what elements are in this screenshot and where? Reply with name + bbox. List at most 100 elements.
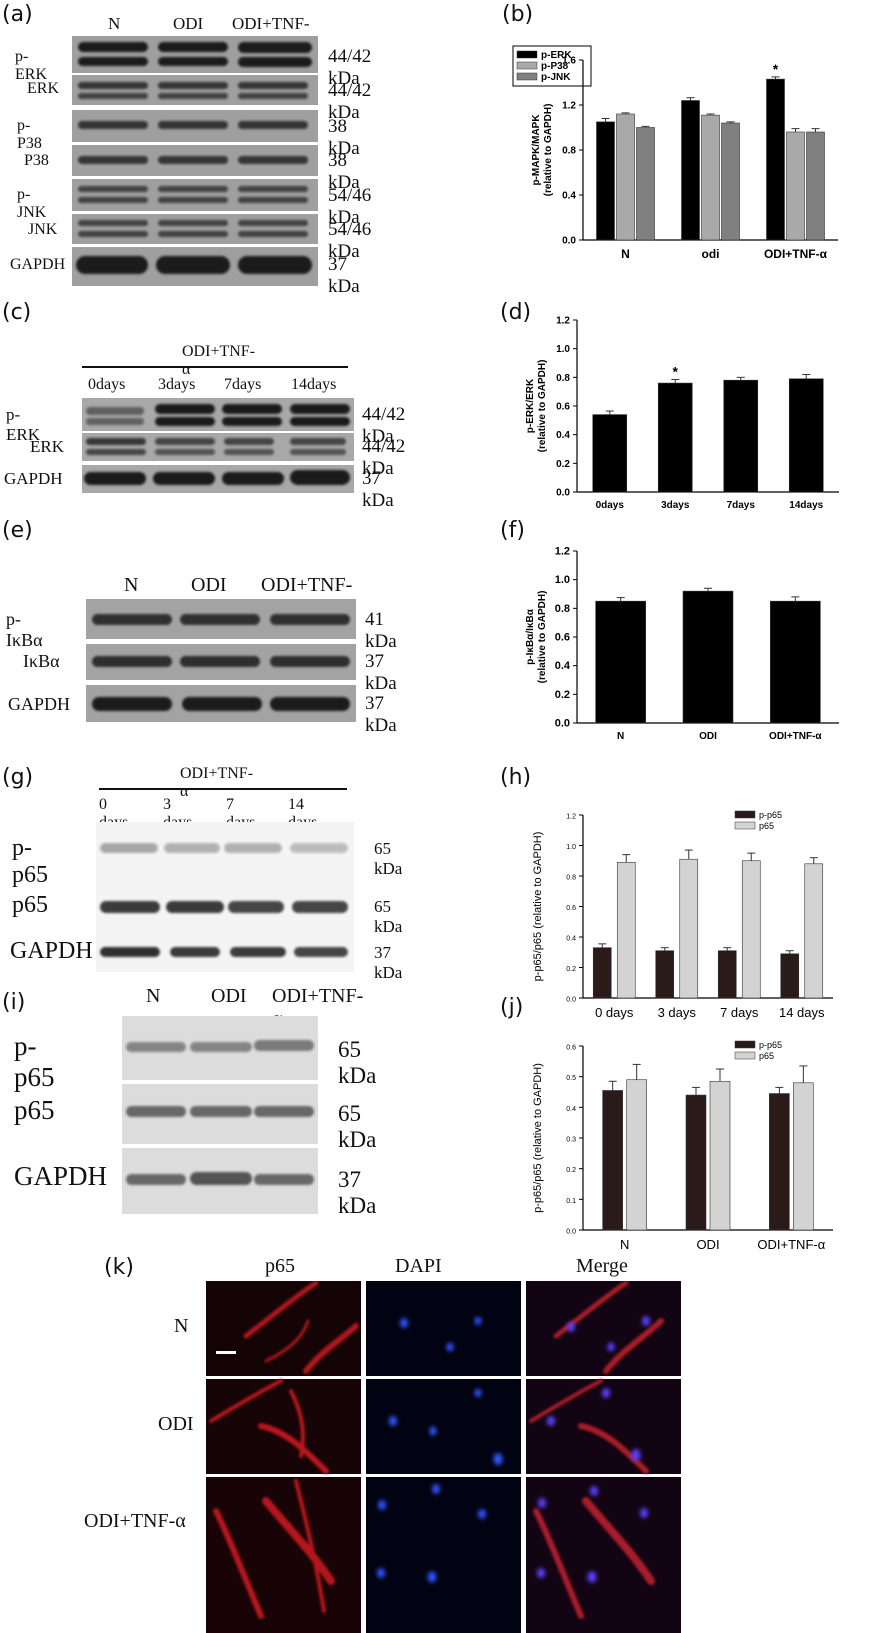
kda-label: 65 kDa	[374, 897, 403, 936]
kda-label: 41 kDa	[365, 609, 397, 652]
y-tick-label: 0.0	[555, 718, 570, 730]
column-label: p65	[265, 1255, 295, 1277]
legend-swatch	[516, 72, 538, 81]
row-label: p-JNK	[17, 186, 47, 221]
bar	[780, 953, 800, 999]
x-tick-label: 3 days	[658, 1005, 697, 1020]
y-tick-label: 0.8	[562, 146, 576, 157]
kda-label: 65 kDa	[338, 1037, 377, 1088]
lane-label: 14days	[291, 376, 337, 393]
bar	[595, 600, 646, 724]
x-tick-label: ODI+TNF-α	[769, 731, 822, 742]
panel-label-e: (e)	[2, 518, 33, 543]
panel-label-k: (k)	[104, 1255, 134, 1280]
panel-label-f: (f)	[500, 518, 525, 543]
row-label: ERK	[30, 437, 64, 456]
y-axis-label: p-ERK/ERK(relative to GAPDH)	[525, 360, 548, 453]
row-label: GAPDH	[14, 1161, 108, 1191]
bar	[709, 1080, 731, 1231]
y-tick-label: 1.0	[556, 344, 570, 355]
row-label: GAPDH	[8, 694, 71, 714]
blot-strip	[72, 214, 318, 244]
x-tick-label: ODI	[696, 1237, 719, 1252]
y-tick-label: 0.6	[566, 1045, 576, 1052]
legend-label: p-p65	[759, 810, 782, 820]
panel-label-g: (g)	[2, 765, 34, 790]
bar	[804, 863, 824, 999]
legend-box	[512, 45, 592, 87]
y-tick-label: 1.2	[556, 316, 570, 327]
x-tick-label: 3days	[661, 500, 690, 511]
bar	[682, 590, 734, 724]
row-label: p65	[12, 892, 48, 918]
x-tick-label: N	[617, 731, 624, 742]
legend-swatch	[516, 50, 538, 59]
kda-label: 65 kDa	[374, 839, 403, 878]
legend-label: p65	[759, 1051, 774, 1061]
lane-label: 3days	[158, 376, 196, 393]
y-tick-label: 0.8	[556, 373, 570, 384]
y-tick-label: 0.0	[566, 997, 576, 1004]
bar	[626, 1079, 647, 1231]
y-tick-label: 0.4	[555, 660, 571, 672]
group-bracket	[99, 788, 347, 790]
group-label: ODI+TNF-α	[182, 343, 256, 378]
x-tick-label: 7days	[727, 500, 756, 511]
kda-label: 44/42 kDa	[362, 436, 406, 479]
y-tick-label: 0.0	[566, 1229, 576, 1236]
bar	[769, 1093, 790, 1231]
column-label: DAPI	[395, 1255, 442, 1277]
bar	[685, 1094, 707, 1231]
y-tick-label: 0.2	[556, 459, 570, 470]
legend-swatch	[734, 810, 756, 819]
x-tick-label: 0 days	[595, 1005, 634, 1020]
y-tick-label: 0.5	[566, 1075, 576, 1082]
micrograph-p65-ODI	[206, 1379, 361, 1474]
blot-strip	[72, 179, 318, 211]
y-tick-label: 0.6	[566, 905, 576, 912]
chart-j: 0.0 0.1 0.2 0.3 0.4 0.5 0.6 p-p65/p65 (relative…	[532, 1040, 833, 1252]
row-label: GAPDH	[10, 938, 93, 964]
kda-label: 38 kDa	[328, 116, 360, 159]
x-tick-label: N	[621, 247, 630, 261]
chart-b: 0.0 0.4 0.8 1.2 1.6 p-MAPK/MAPK(relative to G…	[512, 45, 838, 261]
bar	[679, 858, 699, 999]
bar	[701, 114, 720, 241]
panel-label-c: (c)	[2, 300, 32, 325]
panel-label-h: (h)	[500, 765, 532, 790]
row-label: p-p65	[12, 835, 48, 888]
micrograph-p65-N	[206, 1281, 361, 1376]
y-tick-label: 0.8	[555, 603, 570, 615]
row-label: P38	[24, 152, 49, 169]
x-tick-label: 0days	[596, 500, 625, 511]
micrograph-dapi-N	[366, 1281, 521, 1376]
y-tick-label: 1.0	[566, 844, 576, 851]
bar	[616, 113, 635, 241]
micrograph-merge-N	[526, 1281, 681, 1376]
kda-label: 37 kDa	[374, 943, 403, 982]
kda-label: 37 kDa	[362, 468, 394, 511]
row-label: ODI	[158, 1413, 194, 1435]
lane-label: ODI	[211, 985, 247, 1007]
bar	[596, 121, 615, 241]
kda-label: 37 kDa	[365, 651, 397, 694]
panel-label-i: (i)	[2, 990, 26, 1015]
y-axis-label: p-p65/p65 (relative to GAPDH)	[532, 832, 544, 982]
y-tick-label: 1.2	[562, 101, 576, 112]
chart-f: 0.0 0.2 0.4 0.6 0.8 1.0 1.2 p-IκBα/IκBα(relativ…	[525, 546, 839, 742]
row-label: p-p65	[14, 1031, 55, 1092]
bar	[592, 414, 628, 493]
lane-label: N	[146, 985, 161, 1007]
row-label: p-IκBα	[6, 609, 43, 650]
lane-label: N	[124, 574, 139, 596]
legend-swatch	[734, 1040, 756, 1049]
bar	[592, 947, 612, 999]
y-tick-label: 1.6	[562, 56, 576, 67]
bar	[793, 1082, 814, 1231]
chart-d: 0.0 0.2 0.4 0.6 0.8 1.0 1.2 p-ERK/ERK(relative …	[525, 316, 839, 511]
bar	[717, 950, 737, 999]
legend-label: p-p65	[759, 1040, 782, 1050]
panel-label-j: (j)	[500, 995, 524, 1020]
kda-label: 44/42 kDa	[362, 404, 406, 447]
bar	[723, 379, 759, 493]
